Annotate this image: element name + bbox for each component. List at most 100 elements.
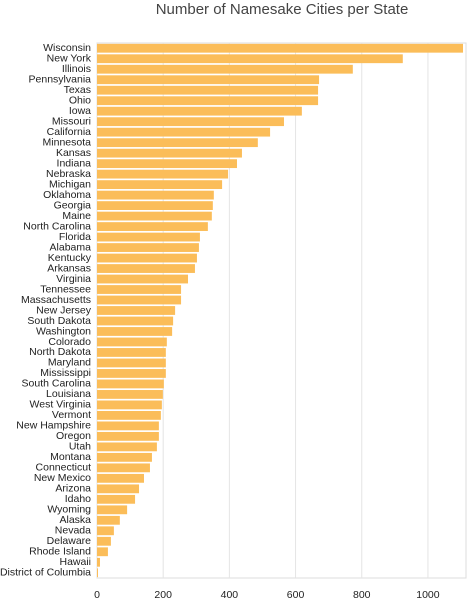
- bar: [97, 369, 166, 378]
- x-tick-label: 800: [353, 589, 371, 601]
- y-tick-label: Arkansas: [47, 262, 91, 274]
- bar: [97, 337, 167, 347]
- y-tick-label: Florida: [59, 231, 91, 243]
- bar: [97, 54, 403, 64]
- bar: [97, 515, 120, 525]
- y-tick-label: North Carolina: [23, 220, 91, 232]
- y-tick-label: Indiana: [57, 157, 92, 169]
- y-tick-label: Wisconsin: [43, 42, 91, 54]
- y-tick-label: Kansas: [56, 147, 91, 159]
- bar: [97, 400, 162, 410]
- x-tick-label: 600: [287, 589, 305, 601]
- y-tick-label: Washington: [36, 325, 91, 337]
- bar: [97, 274, 189, 284]
- y-tick-label: New Jersey: [36, 304, 92, 316]
- bar: [97, 463, 150, 473]
- y-tick-label: Oregon: [56, 430, 91, 442]
- y-tick-label: Rhode Island: [29, 546, 91, 558]
- bar: [97, 536, 111, 546]
- y-tick-label: Minnesota: [43, 136, 92, 148]
- bar: [97, 421, 159, 431]
- bar: [97, 243, 199, 252]
- bar: [97, 410, 161, 420]
- y-tick-label: Tennessee: [40, 283, 91, 295]
- bar: [97, 180, 223, 190]
- y-tick-label: Nebraska: [46, 168, 91, 180]
- bar: [97, 264, 195, 273]
- y-tick-label: Colorado: [48, 336, 91, 348]
- y-tick-label: Virginia: [56, 273, 91, 285]
- bar: [97, 159, 237, 169]
- y-tick-label: New Hampshire: [16, 420, 91, 432]
- bar: [97, 431, 159, 441]
- bar: [97, 127, 271, 137]
- y-tick-label: South Carolina: [22, 378, 92, 390]
- bar: [97, 295, 182, 305]
- bar: [97, 201, 213, 211]
- bar: [97, 484, 140, 494]
- bar: [97, 505, 128, 515]
- y-tick-label: West Virginia: [30, 399, 92, 411]
- y-tick-label: Kentucky: [48, 252, 92, 264]
- y-tick-label: Alaska: [59, 514, 91, 526]
- y-tick-label: Texas: [64, 84, 91, 96]
- y-tick-label: District of Columbia: [0, 567, 91, 579]
- y-tick-label: California: [47, 126, 92, 138]
- bar: [97, 473, 144, 483]
- y-tick-label: New York: [47, 53, 92, 65]
- y-tick-label: Maryland: [48, 357, 91, 369]
- bar: [97, 547, 108, 557]
- y-tick-label: North Dakota: [29, 346, 91, 358]
- y-tick-label: Delaware: [47, 535, 92, 547]
- bar: [97, 138, 258, 148]
- bar: [97, 211, 212, 221]
- y-tick-label: South Dakota: [27, 315, 91, 327]
- bar: [97, 306, 176, 315]
- y-tick-label: Alabama: [50, 241, 92, 253]
- x-tick-label: 1000: [416, 589, 440, 601]
- bar: [97, 379, 164, 389]
- bar: [97, 117, 284, 127]
- y-tick-label: Wyoming: [47, 504, 91, 516]
- bar: [97, 222, 208, 231]
- bar: [97, 232, 200, 242]
- y-tick-label: Montana: [50, 451, 91, 463]
- bar: [97, 64, 353, 74]
- y-tick-label: Idaho: [65, 493, 91, 505]
- bar: [97, 316, 174, 326]
- bar: [97, 442, 157, 452]
- y-tick-label: Pennsylvania: [29, 73, 92, 85]
- x-tick-label: 400: [221, 589, 239, 601]
- bar: [97, 568, 98, 578]
- bar: [97, 169, 229, 179]
- x-tick-label: 200: [154, 589, 172, 601]
- y-tick-label: Nevada: [55, 525, 91, 537]
- bar: [97, 43, 464, 53]
- y-tick-label: Iowa: [69, 105, 91, 117]
- y-tick-label: New Mexico: [34, 472, 91, 484]
- bar: [97, 75, 320, 85]
- bar: [97, 85, 319, 95]
- bar: [97, 190, 214, 200]
- bar: [97, 253, 197, 263]
- bar: [97, 148, 242, 158]
- y-tick-label: Connecticut: [36, 462, 92, 474]
- bar: [97, 327, 173, 336]
- y-tick-label: Hawaii: [59, 556, 91, 568]
- bar: [97, 348, 166, 357]
- chart-title: Number of Namesake Cities per State: [156, 1, 409, 18]
- bar: [97, 526, 114, 536]
- y-tick-label: Michigan: [49, 178, 91, 190]
- y-tick-label: Louisiana: [46, 388, 91, 400]
- bar: [97, 285, 182, 294]
- y-tick-label: Ohio: [69, 94, 91, 106]
- y-tick-label: Illinois: [62, 63, 91, 75]
- y-tick-label: Missouri: [52, 115, 91, 127]
- bar: [97, 358, 166, 368]
- y-tick-label: Maine: [62, 210, 91, 222]
- y-tick-label: Arizona: [55, 483, 91, 495]
- y-tick-label: Georgia: [54, 199, 92, 211]
- y-tick-label: Massachusetts: [21, 294, 91, 306]
- bar: [97, 452, 152, 462]
